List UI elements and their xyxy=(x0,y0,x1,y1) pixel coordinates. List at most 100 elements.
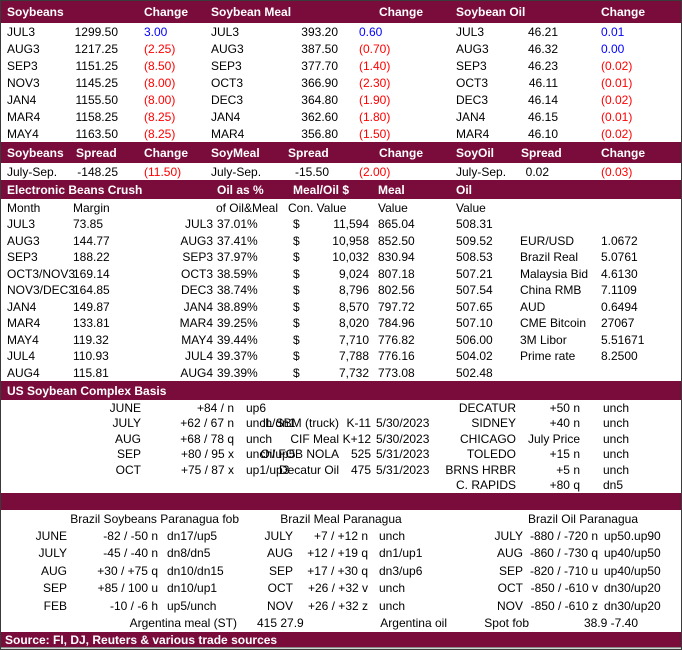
contract-month: JUL3 xyxy=(456,24,485,39)
spread-value: -148.25 xyxy=(77,164,118,179)
rate-value xyxy=(601,365,681,382)
contract-month: DEC3 xyxy=(456,92,489,107)
con-value: 7,710 xyxy=(338,332,369,347)
basis-change: unch/up5 xyxy=(246,447,296,462)
source-note: Source: FI, DJ, Reuters & various trade … xyxy=(5,632,278,647)
month: JUNE xyxy=(35,528,67,543)
oil-value: 507.65 xyxy=(456,299,493,314)
price: 366.90 xyxy=(301,75,338,90)
meal-value: 784.96 xyxy=(378,316,415,331)
section-divider-bar xyxy=(1,493,681,510)
basis-change: unch/dn1 xyxy=(246,416,296,431)
table-row: JUL3 1299.50 3.00 JUL3 393.20 0.60 JUL3 46.21 0.… xyxy=(1,23,681,40)
con-value: 8,570 xyxy=(338,299,369,314)
month: NOV xyxy=(496,598,523,613)
basis-value: +84 / n xyxy=(196,400,234,415)
change-value: (0.01) xyxy=(601,75,633,90)
location-change: unch xyxy=(603,431,630,446)
oil-pct-value: 38.74% xyxy=(217,283,258,298)
rate-label: Malaysia Bid xyxy=(520,266,589,281)
location-basis: +5 n xyxy=(556,462,580,477)
cell xyxy=(146,199,213,216)
rate-value: 5.51671 xyxy=(601,332,645,347)
location: SIDNEY xyxy=(471,416,516,431)
argentina-meal-label: Argentina meal (ST) xyxy=(129,616,237,631)
rate-value: 4.6130 xyxy=(601,266,638,281)
spread-period: July-Sep. xyxy=(211,164,262,179)
crush-month: NOV3/DEC3 xyxy=(7,283,76,298)
basis-range: -860 / -730 q xyxy=(529,546,598,561)
oil-pct-contract: MAR4 xyxy=(179,316,213,331)
contract-month: AUG3 xyxy=(456,41,489,56)
cell xyxy=(1,615,67,633)
table-row: AUG3 1217.25 (2.25) AUG3 387.50 (0.70) AUG3 46.… xyxy=(1,40,681,57)
futures-header-soybeans: Soybeans xyxy=(7,5,64,19)
rate-value: 7.1109 xyxy=(601,283,637,298)
oil-pct-value: 39.25% xyxy=(217,316,258,331)
spread-value: -15.50 xyxy=(294,164,329,179)
crush-title: Electronic Beans Crush xyxy=(7,182,143,197)
column-header-change: Change xyxy=(144,145,189,160)
basis-change: dn17/up5 xyxy=(167,528,218,543)
table-row: JUNE +84 / n up6 DECATUR +50 n unch xyxy=(1,400,681,416)
basis-change: dn10/dn15 xyxy=(167,563,224,578)
rate-value: 0.6494 xyxy=(601,299,638,314)
table-row: OCT +75 / 87 x up1/up3 Decatur Oil 475 5/31/2… xyxy=(1,462,681,478)
crush-month: JUL4 xyxy=(7,349,36,364)
month: FEB xyxy=(43,598,67,613)
basis-month: AUG xyxy=(114,431,141,446)
meal-value: 776.16 xyxy=(378,349,415,364)
price: 1155.50 xyxy=(75,92,119,107)
basis-change: unch xyxy=(379,528,406,543)
change-value: (2.25) xyxy=(144,41,176,56)
crush-month: MAR4 xyxy=(7,316,41,331)
oil-value: 507.21 xyxy=(456,266,493,281)
table-row: JULY -45 / -40 n dn8/dn5 AUG +12 / +19 q dn1/… xyxy=(1,545,681,563)
contract-month: OCT3 xyxy=(211,75,244,90)
dollar-sign: $ xyxy=(293,283,300,298)
oil-pct-value: 37.01% xyxy=(217,217,258,232)
location-change: unch xyxy=(603,462,630,477)
contract-month: MAR4 xyxy=(456,126,490,141)
basis-ref: 525 xyxy=(350,447,371,462)
month: AUG xyxy=(266,546,293,561)
crush-month: SEP3 xyxy=(7,250,38,265)
oil-value: 508.31 xyxy=(456,217,493,232)
oil-value: 507.54 xyxy=(456,283,493,298)
rate-label xyxy=(513,216,601,233)
table-row: JUL4 110.93 JUL4 39.37% $7,788 776.16 504.02 Pr… xyxy=(1,348,681,365)
change-value: (0.02) xyxy=(601,58,633,73)
contract-month: AUG3 xyxy=(7,41,40,56)
rate-label xyxy=(513,365,601,382)
spread-header: SoyOil xyxy=(456,145,495,160)
meal-value: 830.94 xyxy=(378,250,415,265)
column-header-change: Change xyxy=(601,5,646,19)
subheader-of-oil-meal: of Oil&Meal xyxy=(215,200,278,215)
column-header-change: Change xyxy=(379,145,424,160)
price: 364.80 xyxy=(301,92,338,107)
table-row: NOV3 1145.25 (8.00) OCT3 366.90 (2.30) OCT3 46.… xyxy=(1,74,681,91)
spread-header: Soybeans xyxy=(7,145,64,160)
meal-value: 776.82 xyxy=(378,332,415,347)
rate-label: Prime rate xyxy=(520,349,576,364)
basis-change: unch xyxy=(246,431,273,446)
crush-margin: 133.81 xyxy=(73,316,110,331)
basis-range: +26 / +32 z xyxy=(307,598,368,613)
rate-label: Brazil Real xyxy=(520,250,579,265)
column-header-oil-pct: Oil as % xyxy=(217,182,264,197)
change-value: (0.03) xyxy=(601,164,633,179)
table-row: MAR4 1158.25 (8.25) JAN4 362.60 (1.80) JAN4 46.… xyxy=(1,108,681,125)
spreads-section: Soybeans Spread Change SoyMeal Spread Change S… xyxy=(1,142,681,180)
location-basis: July Price xyxy=(527,431,580,446)
con-value: 8,020 xyxy=(338,316,369,331)
crush-margin: 188.22 xyxy=(73,250,110,265)
location: C. RAPIDS xyxy=(455,478,516,493)
basis-change: dn10/up1 xyxy=(167,581,218,596)
contract-month: MAY4 xyxy=(7,126,39,141)
change-value: (2.30) xyxy=(359,75,391,90)
table-row: Brazil Soybeans Paranagua fob Brazil Meal… xyxy=(1,510,681,527)
basis-date xyxy=(375,400,433,416)
month: SEP xyxy=(42,581,67,596)
oil-pct-value: 39.44% xyxy=(217,332,258,347)
spread-period: July-Sep. xyxy=(7,164,58,179)
